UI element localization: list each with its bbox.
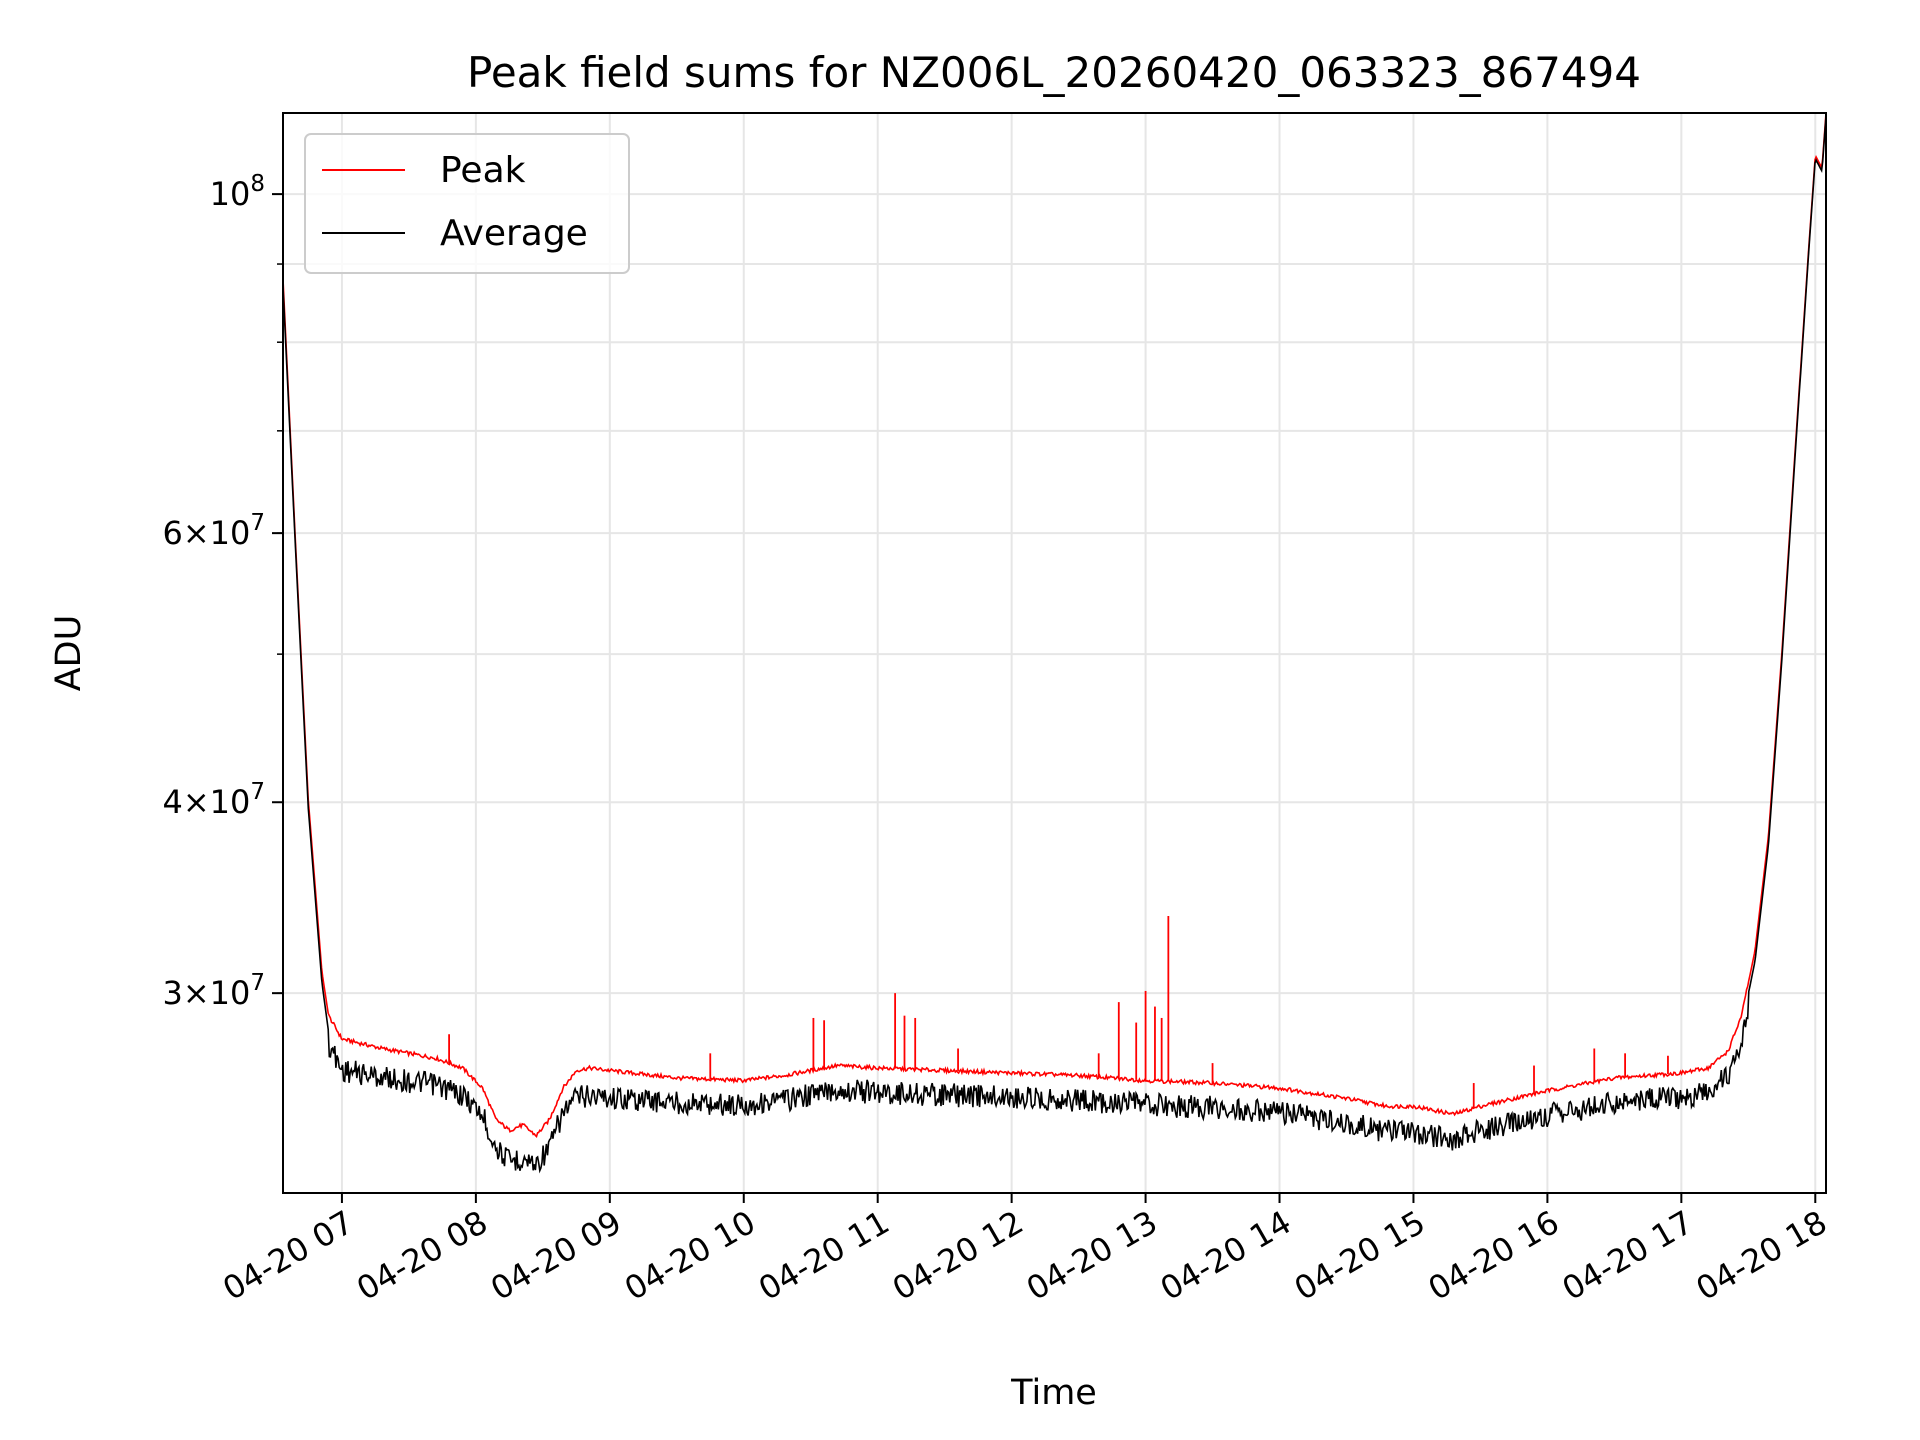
chart-title: Peak field sums for NZ006L_20260420_0633… [467, 48, 1641, 97]
y-tick-exponent: 7 [250, 970, 265, 996]
y-tick-exponent: 7 [250, 510, 265, 536]
legend-box [304, 133, 630, 274]
y-tick-base: 10 [210, 175, 251, 213]
legend-peak-label: Peak [440, 150, 526, 191]
y-tick-exponent: 7 [250, 779, 265, 805]
y-tick-base: 6×10 [162, 514, 250, 552]
grid [283, 113, 1826, 1193]
x-axis-label: Time [1010, 1373, 1097, 1413]
y-tick-label: 108 [210, 171, 265, 213]
series-line-average [282, 115, 1827, 1174]
plot-series [282, 112, 1827, 1174]
legend: Peak Average [304, 133, 630, 274]
series-line-peak [282, 112, 1827, 1138]
y-tick-label: 6×107 [162, 510, 265, 552]
y-tick-label: 4×107 [162, 779, 265, 821]
y-tick-exponent: 8 [250, 171, 265, 197]
y-tick-base: 4×10 [162, 783, 250, 821]
y-tick-base: 3×10 [162, 974, 250, 1012]
plot-frame [282, 112, 1827, 1194]
legend-average-label: Average [440, 213, 588, 254]
y-axis-label: ADU [49, 615, 89, 692]
y-tick-label: 3×107 [162, 970, 265, 1012]
